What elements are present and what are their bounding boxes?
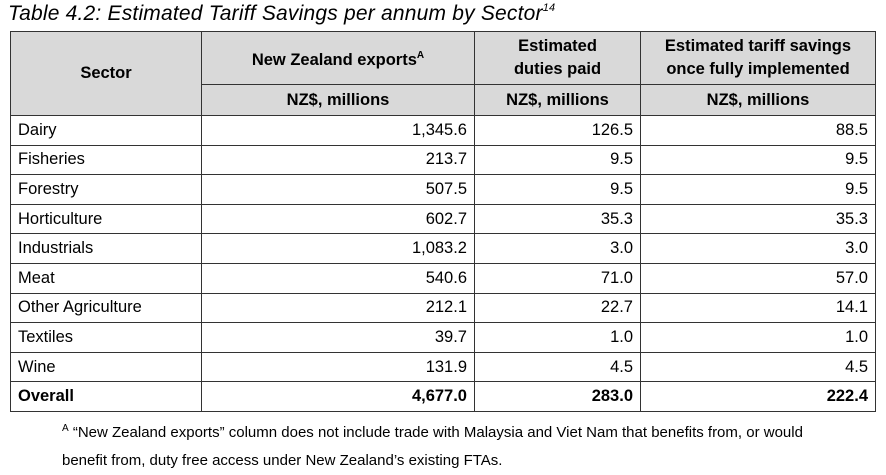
total-row: Overall 4,677.0 283.0 222.4 xyxy=(10,381,876,412)
footnote: A “New Zealand exports” column does not … xyxy=(62,415,882,475)
cell-duties: 22.7 xyxy=(474,292,641,324)
cell-savings: 88.5 xyxy=(640,115,876,146)
footnote-line2: benefit from, duty free access under New… xyxy=(62,452,503,469)
tariff-savings-table: Sector New Zealand exportsA Estimated dut… xyxy=(10,31,876,412)
cell-duties: 35.3 xyxy=(474,203,641,235)
header-duties: Estimated duties paid xyxy=(474,31,641,85)
cell-savings: 3.0 xyxy=(640,233,876,264)
cell-savings: 9.5 xyxy=(640,144,876,176)
cell-exports: 213.7 xyxy=(201,144,475,176)
unit-duties: NZ$, millions xyxy=(474,84,641,116)
footnote-marker: A xyxy=(62,423,69,434)
header-sector: Sector xyxy=(10,31,202,116)
cell-duties: 71.0 xyxy=(474,262,641,294)
cell-duties: 283.0 xyxy=(474,381,641,412)
cell-sector: Other Agriculture xyxy=(10,292,202,324)
table-row: Other Agriculture 212.1 22.7 14.1 xyxy=(10,292,876,324)
cell-exports: 507.5 xyxy=(201,174,475,205)
cell-duties: 126.5 xyxy=(474,115,641,146)
cell-savings: 222.4 xyxy=(640,381,876,412)
cell-exports: 1,345.6 xyxy=(201,115,475,146)
cell-sector: Wine xyxy=(10,351,202,383)
cell-duties: 4.5 xyxy=(474,351,641,383)
cell-exports: 4,677.0 xyxy=(201,381,475,412)
cell-savings: 4.5 xyxy=(640,351,876,383)
header-duties-line2: duties paid xyxy=(513,60,602,78)
header-exports-text: New Zealand exports xyxy=(251,51,417,69)
cell-exports: 602.7 xyxy=(201,203,475,235)
table-row: Wine 131.9 4.5 4.5 xyxy=(10,351,876,383)
cell-sector: Dairy xyxy=(10,115,202,146)
cell-savings: 9.5 xyxy=(640,174,876,205)
header-savings: Estimated tariff savings once fully imple… xyxy=(640,31,876,85)
cell-duties: 3.0 xyxy=(474,233,641,264)
title-footnote-ref: 14 xyxy=(542,2,556,14)
header-duties-line1: Estimated xyxy=(518,37,597,55)
cell-sector: Forestry xyxy=(10,174,202,205)
table-row: Fisheries 213.7 9.5 9.5 xyxy=(10,144,876,176)
cell-sector: Fisheries xyxy=(10,144,202,176)
cell-sector: Textiles xyxy=(10,322,202,353)
cell-exports: 212.1 xyxy=(201,292,475,324)
table-row: Textiles 39.7 1.0 1.0 xyxy=(10,322,876,353)
unit-savings: NZ$, millions xyxy=(640,84,876,116)
cell-sector: Meat xyxy=(10,262,202,294)
cell-savings: 1.0 xyxy=(640,322,876,353)
table-row: Forestry 507.5 9.5 9.5 xyxy=(10,174,876,205)
cell-exports: 39.7 xyxy=(201,322,475,353)
table-row: Horticulture 602.7 35.3 35.3 xyxy=(10,203,876,235)
cell-duties: 9.5 xyxy=(474,174,641,205)
cell-sector: Horticulture xyxy=(10,203,202,235)
cell-exports: 1,083.2 xyxy=(201,233,475,264)
cell-duties: 1.0 xyxy=(474,322,641,353)
cell-savings: 35.3 xyxy=(640,203,876,235)
unit-exports: NZ$, millions xyxy=(201,84,475,116)
table-row: Industrials 1,083.2 3.0 3.0 xyxy=(10,233,876,264)
cell-sector: Overall xyxy=(10,381,202,412)
table-title-text: Table 4.2: Estimated Tariff Savings per … xyxy=(8,2,543,25)
cell-savings: 57.0 xyxy=(640,262,876,294)
table-row: Dairy 1,345.6 126.5 88.5 xyxy=(10,115,876,146)
cell-sector: Industrials xyxy=(10,233,202,264)
cell-duties: 9.5 xyxy=(474,144,641,176)
table-title: Table 4.2: Estimated Tariff Savings per … xyxy=(8,2,555,26)
header-savings-line2: once fully implemented xyxy=(666,60,850,78)
header-savings-line1: Estimated tariff savings xyxy=(664,37,852,55)
cell-savings: 14.1 xyxy=(640,292,876,324)
cell-exports: 540.6 xyxy=(201,262,475,294)
footnote-ref-a: A xyxy=(416,50,425,61)
header-exports: New Zealand exportsA xyxy=(201,31,475,85)
table-row: Meat 540.6 71.0 57.0 xyxy=(10,262,876,294)
cell-exports: 131.9 xyxy=(201,351,475,383)
footnote-line1: “New Zealand exports” column does not in… xyxy=(72,424,803,441)
